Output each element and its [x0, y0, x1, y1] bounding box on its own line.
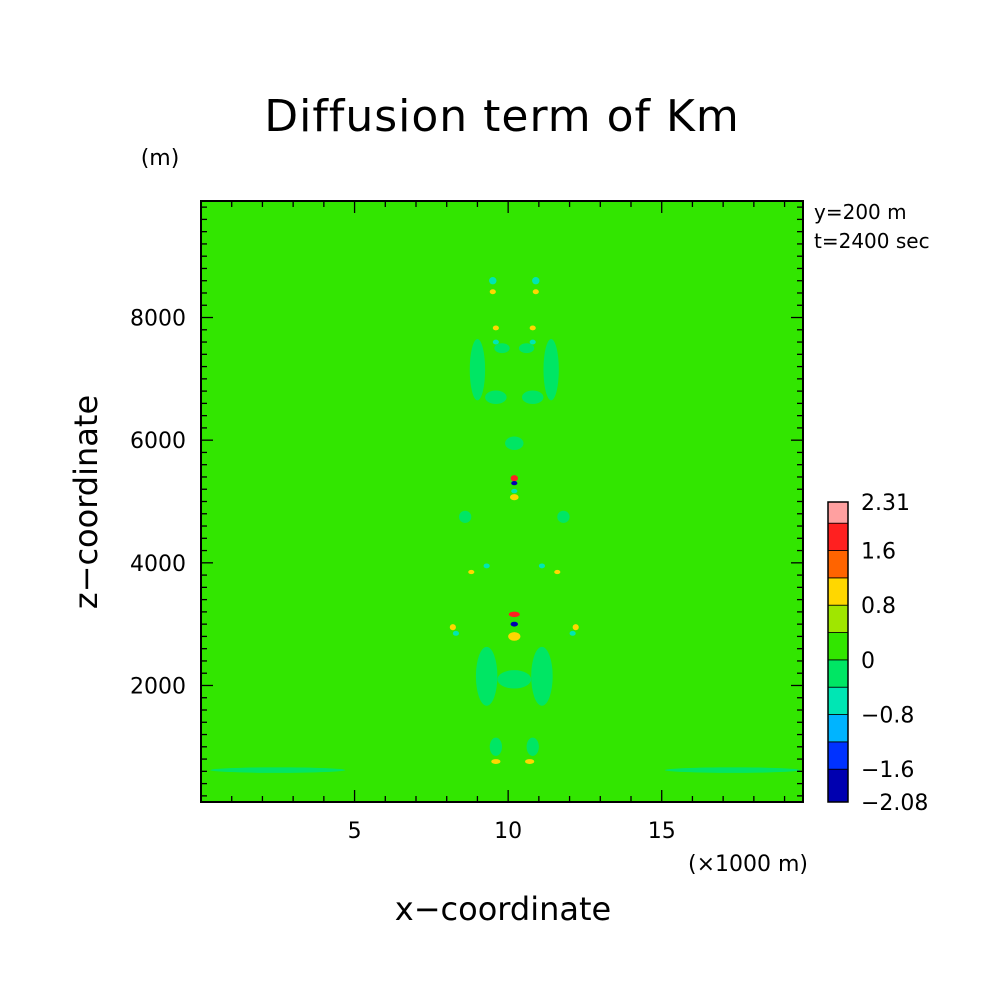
- contour-cell: [210, 767, 346, 773]
- colorbar-label: 2.31: [861, 491, 910, 516]
- contour-cell: [510, 621, 518, 627]
- colorbar-label: −2.08: [861, 791, 928, 816]
- contour-cell: [554, 569, 561, 575]
- contour-cell: [449, 624, 456, 631]
- y-unit-label: (m): [141, 146, 180, 171]
- contour-cell: [508, 632, 521, 641]
- contour-cell: [531, 646, 553, 706]
- contour-cell: [489, 737, 502, 757]
- colorbar-band: [827, 741, 849, 770]
- info-line-time: t=2400 sec: [814, 229, 930, 253]
- x-tick-label: 10: [494, 819, 522, 844]
- contour-cell: [525, 759, 535, 764]
- colorbar-band: [827, 768, 849, 803]
- colorbar-label: −1.6: [861, 758, 914, 783]
- colorbar-band: [827, 604, 849, 633]
- contour-cell: [497, 670, 532, 689]
- colorbar-label: 1.6: [861, 540, 896, 565]
- contour-cell: [492, 339, 499, 345]
- y-axis-label: z−coordinate: [67, 395, 105, 609]
- contour-cell: [572, 624, 579, 631]
- contour-cell: [452, 630, 459, 636]
- chart-title: Diffusion term of Km: [264, 91, 740, 142]
- contour-cell: [510, 475, 518, 482]
- colorbar-band: [827, 577, 849, 606]
- contour-cell: [494, 343, 510, 354]
- contour-cell: [529, 325, 536, 331]
- contour-cell: [469, 338, 486, 401]
- contour-cell: [543, 338, 559, 401]
- colorbar-band: [827, 632, 849, 661]
- contour-cell: [518, 343, 535, 354]
- contour-cell: [459, 510, 472, 523]
- contour-layer: [210, 277, 800, 773]
- contour-cell: [511, 480, 518, 486]
- contour-cell: [485, 390, 507, 404]
- colorbar-bands: [827, 501, 849, 803]
- contour-cell: [489, 289, 496, 295]
- contour-cell: [508, 611, 520, 618]
- contour-cell: [505, 436, 524, 450]
- colorbar-band: [827, 714, 849, 743]
- contour-cell: [492, 325, 499, 331]
- info-line-position: y=200 m: [814, 200, 907, 224]
- contour-cell: [532, 277, 540, 285]
- contour-cell: [529, 339, 536, 345]
- x-tick-labels: 5 10 15: [348, 819, 676, 844]
- contour-cell: [509, 494, 519, 501]
- contour-cell: [557, 510, 570, 523]
- colorbar-band: [827, 659, 849, 688]
- contour-cell: [532, 289, 539, 295]
- y-tick-label: 6000: [130, 429, 186, 454]
- plot-frame: [200, 200, 804, 803]
- colorbar-band: [827, 501, 849, 524]
- colorbar-band: [827, 522, 849, 551]
- colorbar-band: [827, 686, 849, 715]
- contour-cell: [664, 767, 800, 773]
- contour-cell: [538, 563, 546, 569]
- colorbar: 2.31 1.6 0.8 0 −0.8 −1.6 −2.08: [827, 491, 928, 816]
- contour-cell: [468, 569, 475, 575]
- x-axis-label: x−coordinate: [395, 890, 611, 928]
- y-tick-label: 4000: [130, 552, 186, 577]
- colorbar-label: −0.8: [861, 704, 914, 729]
- contour-cell: [511, 488, 518, 494]
- contour-cell: [483, 563, 490, 569]
- colorbar-label: 0: [861, 649, 875, 674]
- x-unit-label: (×1000 m): [688, 852, 808, 877]
- contour-cell: [489, 277, 497, 285]
- x-tick-label: 15: [648, 819, 676, 844]
- plot-background: [201, 201, 803, 802]
- colorbar-labels: 2.31 1.6 0.8 0 −0.8 −1.6 −2.08: [861, 491, 928, 816]
- colorbar-band: [827, 550, 849, 579]
- plot-area: [200, 200, 804, 803]
- contour-cell: [521, 390, 544, 404]
- colorbar-frame: [827, 501, 849, 803]
- contour-cell: [475, 646, 498, 706]
- x-tick-label: 5: [348, 819, 362, 844]
- colorbar-label: 0.8: [861, 594, 896, 619]
- y-tick-label: 8000: [130, 307, 186, 332]
- y-tick-label: 2000: [130, 674, 186, 699]
- contour-cell: [526, 737, 539, 757]
- contour-cell: [491, 759, 501, 764]
- contour-cell: [569, 630, 576, 636]
- y-tick-labels: 2000 4000 6000 8000: [130, 307, 186, 700]
